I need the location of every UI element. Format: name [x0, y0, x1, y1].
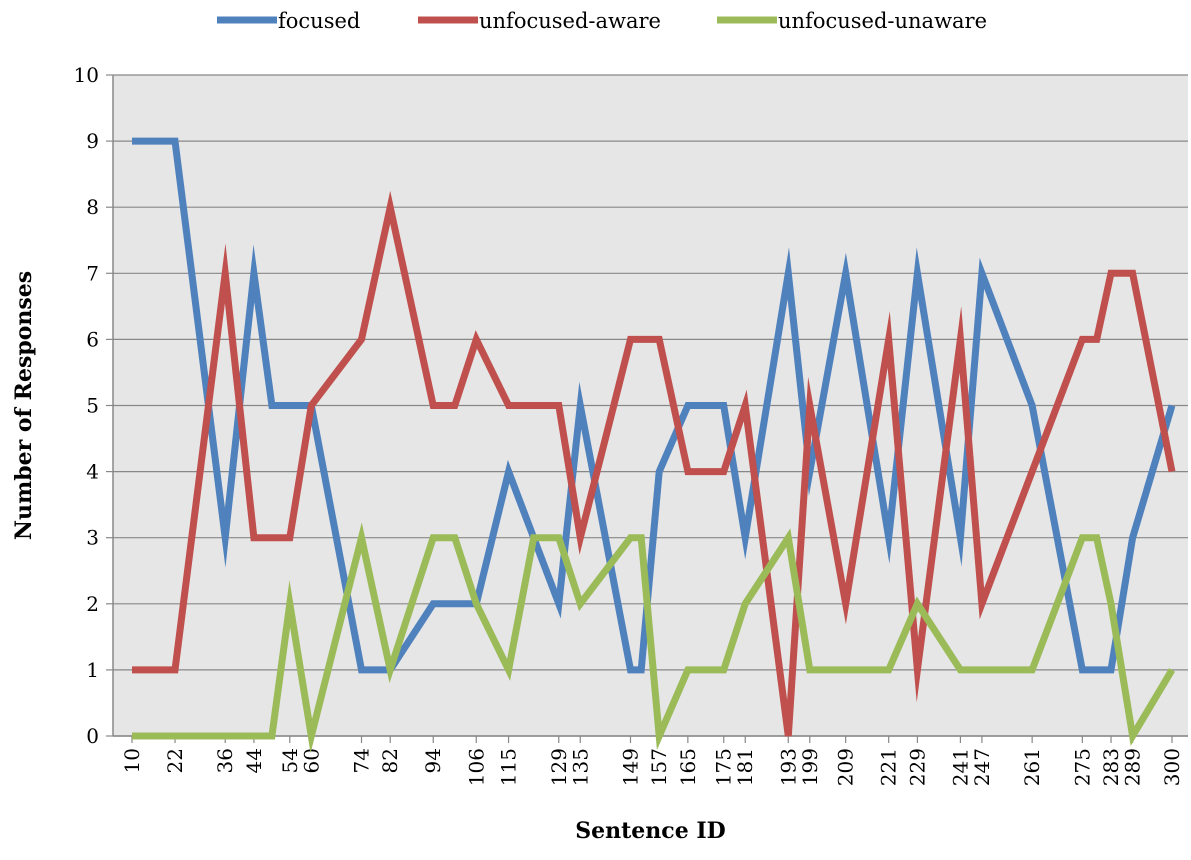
x-tick-label: 36 — [213, 748, 237, 773]
y-tick-label: 3 — [86, 526, 99, 550]
y-tick-label: 5 — [86, 394, 99, 418]
x-tick-label: 10 — [120, 748, 144, 773]
x-tick-label: 165 — [676, 748, 700, 786]
x-tick-label: 44 — [242, 748, 266, 773]
y-tick-label: 8 — [86, 195, 99, 219]
x-tick-label: 74 — [350, 748, 374, 773]
y-axis-ticks: 0 1 2 3 4 5 6 7 8 9 10 — [74, 63, 113, 748]
x-tick-label: 157 — [647, 748, 671, 786]
x-tick-label: 221 — [877, 748, 901, 786]
x-tick-label: 209 — [834, 748, 858, 786]
x-tick-label: 283 — [1099, 748, 1123, 786]
x-tick-label: 115 — [497, 748, 521, 786]
x-axis-title: Sentence ID — [575, 818, 725, 844]
y-tick-label: 9 — [86, 129, 99, 153]
y-tick-label: 10 — [74, 63, 99, 87]
x-tick-label: 247 — [970, 748, 994, 786]
x-tick-label: 181 — [733, 748, 757, 786]
x-tick-label: 129 — [547, 748, 571, 786]
y-tick-label: 7 — [86, 261, 99, 285]
y-tick-label: 4 — [86, 460, 99, 484]
x-tick-label: 300 — [1160, 748, 1184, 786]
x-tick-label: 275 — [1070, 748, 1094, 786]
x-tick-label: 229 — [905, 748, 929, 786]
series-line-unfocused-aware — [132, 190, 1176, 737]
x-tick-label: 241 — [948, 748, 972, 786]
x-tick-label: 261 — [1020, 748, 1044, 786]
x-tick-label: 60 — [299, 748, 323, 773]
legend-label-focused: focused — [278, 9, 360, 33]
x-tick-label: 149 — [618, 748, 642, 786]
series-line-focused — [132, 137, 1176, 674]
y-axis-title: Number of Responses — [11, 271, 37, 540]
x-tick-label: 94 — [421, 748, 445, 773]
x-tick-label: 135 — [568, 748, 592, 786]
x-tick-label: 106 — [464, 748, 488, 786]
series-line-unfocused-unaware — [132, 522, 1176, 754]
x-tick-label: 289 — [1121, 748, 1145, 786]
series-lines — [132, 137, 1176, 754]
x-tick-label: 175 — [712, 748, 736, 786]
legend-label-unfocused-unaware: unfocused-unaware — [778, 9, 987, 33]
y-tick-label: 0 — [86, 724, 99, 748]
legend: focused unfocused-aware unfocused-unaware — [217, 9, 987, 33]
legend-label-unfocused-aware: unfocused-aware — [479, 9, 661, 33]
y-tick-label: 2 — [86, 592, 99, 616]
x-tick-label: 199 — [798, 748, 822, 786]
x-tick-label: 82 — [378, 748, 402, 773]
x-tick-label: 22 — [163, 748, 187, 773]
x-tick-label: 193 — [776, 748, 800, 786]
y-tick-label: 1 — [86, 658, 99, 682]
x-tick-label: 54 — [278, 748, 302, 773]
y-tick-label: 6 — [86, 327, 99, 351]
